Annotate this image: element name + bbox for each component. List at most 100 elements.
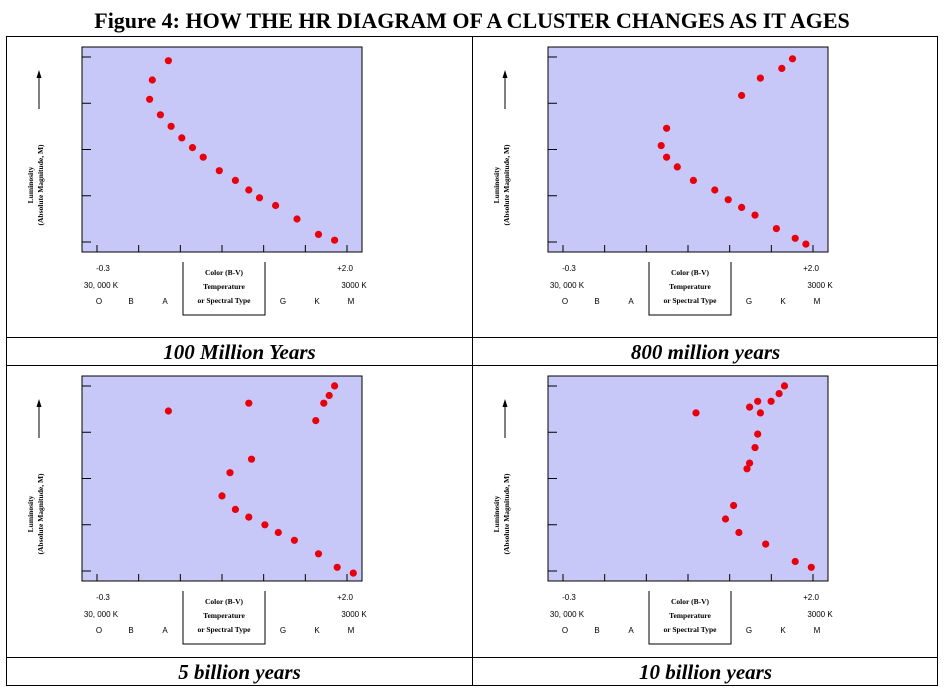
spectral-type-label: M [348,626,355,635]
x-label-right: +2.0 [337,593,353,602]
hr-diagram-5-billion: Luminosity (Absolute Magnitude, M) -0.3 +2.… [7,366,472,666]
star-point [226,469,234,477]
star-point [762,540,770,548]
x-label-left: -0.3 [96,264,110,273]
spectral-type-label: G [746,626,752,635]
y-axis-label: Luminosity [492,495,501,532]
star-point [218,492,226,500]
axis-label-box [182,591,266,645]
x-label-right: +2.0 [337,264,353,273]
spectral-type-label: B [594,297,599,306]
star-point [255,194,264,202]
star-point [199,153,207,161]
star-point [215,167,223,175]
axis-box-line: or Spectral Type [198,296,252,305]
grid-divider-vertical [472,37,473,685]
star-point [188,144,197,152]
star-point [692,409,700,417]
luminosity-arrow-head [502,70,508,78]
star-point [663,153,671,161]
star-point [711,186,719,194]
star-point [320,399,328,407]
spectral-type-label: A [162,626,168,635]
star-point [274,528,282,537]
star-point [746,459,754,467]
star-point [746,403,754,411]
spectral-type-label: O [562,297,568,306]
star-point [349,569,357,577]
star-point [735,528,743,537]
spectral-type-label: M [814,297,821,306]
hr-chart-svg: Luminosity (Absolute Magnitude, M) -0.3 +2.… [26,46,367,316]
plot-area [81,375,363,582]
plot-area [81,46,363,253]
spectral-type-label: K [314,297,320,306]
axis-label-box [648,591,732,645]
star-point [738,203,746,211]
figure-grid: Luminosity (Absolute Magnitude, M) -0.3 +2.… [6,36,938,686]
star-point [743,465,751,473]
x-label-left: -0.3 [96,593,110,602]
grid-divider-h1 [7,337,937,338]
temp-label-left: 30, 000 K [84,610,119,619]
star-point [156,111,164,119]
caption-5-billion: 5 billion years [178,660,301,684]
axis-box-line: Temperature [203,611,245,620]
hr-chart-svg: Luminosity (Absolute Magnitude, M) -0.3 +2.… [26,375,367,645]
star-point [178,134,186,142]
star-point [791,557,799,566]
axis-box-line: Temperature [203,282,245,291]
star-point [314,230,323,238]
x-label-left: -0.3 [562,593,576,602]
spectral-type-label: M [814,626,821,635]
spectral-type-label: G [280,626,286,635]
spectral-type-label: G [280,297,286,306]
star-point [164,57,172,65]
axis-box-line: or Spectral Type [664,625,718,634]
star-point [164,407,172,415]
star-point [261,521,269,529]
star-point [293,215,301,223]
star-point [312,417,320,425]
star-point [245,513,253,521]
y-axis-sublabel: (Absolute Magnitude, M) [502,473,511,555]
star-point [146,95,154,103]
axis-box-line: Color (B-V) [205,268,243,277]
star-point [751,211,759,219]
star-point [247,455,256,463]
star-point [738,91,746,100]
axis-label-box [182,262,266,316]
star-point [314,550,323,558]
y-axis-label: Luminosity [26,166,35,203]
spectral-type-label: K [314,626,320,635]
star-point [333,563,341,571]
axis-box-line: Color (B-V) [671,597,709,606]
temp-label-right: 3000 K [341,281,367,290]
x-label-left: -0.3 [562,264,576,273]
star-point [325,391,333,400]
luminosity-arrow-head [36,70,42,78]
plot-area [547,46,829,253]
spectral-type-label: O [96,297,102,306]
star-point [754,397,762,405]
star-point [673,163,681,171]
star-point [780,382,789,390]
spectral-type-label: A [162,297,168,306]
hr-diagram-100-million: Luminosity (Absolute Magnitude, M) -0.3 +2.… [7,37,472,337]
star-point [775,390,783,398]
temp-label-right: 3000 K [807,610,833,619]
star-point [767,397,775,405]
y-axis-sublabel: (Absolute Magnitude, M) [502,144,511,226]
star-point [331,382,339,390]
star-point [245,186,253,194]
caption-10-billion: 10 billion years [638,660,772,684]
spectral-type-label: A [628,297,634,306]
star-point [231,176,239,184]
axis-box-line: Temperature [669,611,711,620]
star-point [689,176,697,184]
star-point [231,505,239,513]
star-point [756,409,764,417]
axis-box-line: or Spectral Type [664,296,718,305]
luminosity-arrow-head [502,399,508,407]
spectral-type-label: B [594,626,599,635]
